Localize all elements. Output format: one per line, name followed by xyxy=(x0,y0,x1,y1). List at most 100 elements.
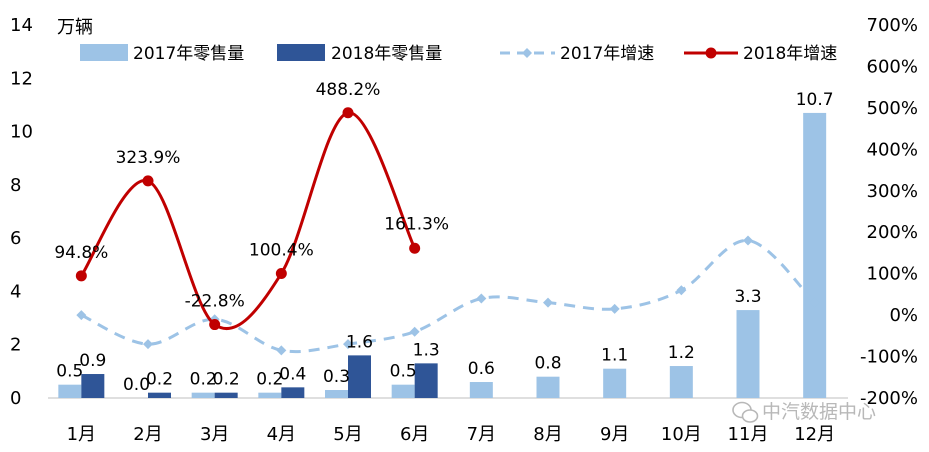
x-tick-label: 8月 xyxy=(533,424,562,445)
marker-2017-growth xyxy=(476,293,487,304)
x-tick-label: 4月 xyxy=(267,424,296,445)
x-tick-label: 3月 xyxy=(200,424,229,445)
bar-2017-value-label: 10.7 xyxy=(796,90,834,110)
wechat-icon xyxy=(732,401,759,423)
legend-marker-2018-growth xyxy=(705,47,717,59)
bar-2018-value-label: 0.2 xyxy=(213,370,240,390)
y-left-tick-label: 14 xyxy=(10,15,33,36)
bar-2017-value-label: 0.5 xyxy=(56,362,83,382)
marker-2017-growth xyxy=(143,339,153,350)
bar-2017 xyxy=(325,390,348,398)
legend: 2017年零售量 2018年零售量 2017年增速 2018年增速 xyxy=(80,44,837,64)
x-tick-label: 12月 xyxy=(794,424,835,445)
marker-2017-growth xyxy=(409,326,420,337)
y-right-tick-label: 100% xyxy=(867,264,918,285)
marker-2018-growth xyxy=(409,242,421,254)
bar-2018-value-label: 1.6 xyxy=(346,332,373,352)
marker-2018-growth xyxy=(209,319,221,331)
y-right-tick-label: 700% xyxy=(867,15,918,36)
bar-2018-value-label: 0.9 xyxy=(79,351,106,371)
y-right-tick-label: 400% xyxy=(867,139,918,160)
marker-2017-growth xyxy=(609,303,620,314)
y-right-tick-label: 0% xyxy=(889,305,918,326)
x-tick-label: 9月 xyxy=(600,424,629,445)
y-left-tick-label: 8 xyxy=(10,175,21,196)
line-2018-growth xyxy=(80,111,417,331)
marker-2017-growth xyxy=(543,297,553,308)
bar-2017 xyxy=(469,382,493,398)
legend-marker-2017-growth xyxy=(522,48,532,58)
y-left-tick-label: 6 xyxy=(10,228,21,249)
bar-2017-value-label: 0.2 xyxy=(256,370,283,390)
marker-2017-growth xyxy=(809,297,820,308)
legend-label-2017-sales: 2017年零售量 xyxy=(133,44,244,64)
bars xyxy=(58,112,827,399)
y-right-tick-label: 200% xyxy=(867,222,918,243)
y-right-tick-label: -100% xyxy=(860,347,918,368)
bar-2017-value-label: 1.1 xyxy=(601,346,628,366)
growth-2018-value-label: -22.8% xyxy=(185,292,245,312)
x-tick-label: 7月 xyxy=(467,424,496,445)
growth-2018-value-label: 488.2% xyxy=(316,80,381,100)
bar-2018-value-label: 1.3 xyxy=(413,340,440,360)
bar-2017-value-label: 3.3 xyxy=(734,287,761,307)
legend-swatch-2018-sales xyxy=(277,44,325,61)
bar-2018 xyxy=(281,387,305,398)
marker-2017-growth xyxy=(343,339,353,350)
x-tick-label: 2月 xyxy=(133,424,162,445)
marker-2018-growth xyxy=(342,107,354,119)
bar-2017-value-label: 0.3 xyxy=(323,367,350,387)
x-tick-label: 11月 xyxy=(728,424,769,445)
marker-2017-growth xyxy=(76,310,87,321)
bar-2017-value-label: 0.2 xyxy=(190,370,217,390)
bar-2018 xyxy=(81,374,105,398)
x-tick-label: 1月 xyxy=(67,424,96,445)
growth-2018-value-label: 161.3% xyxy=(384,214,449,234)
y-left-tick-label: 12 xyxy=(10,68,33,89)
bar-2017 xyxy=(736,310,760,398)
bar-2017 xyxy=(803,112,827,399)
bar-2018 xyxy=(148,392,171,398)
bar-2018 xyxy=(414,363,438,398)
legend-label-2018-sales: 2018年零售量 xyxy=(331,44,442,64)
watermark-text: 中汽数据中心 xyxy=(762,401,876,423)
lines xyxy=(75,107,820,356)
bar-2017 xyxy=(191,392,215,398)
bar-2017-value-label: 0.8 xyxy=(534,354,561,374)
watermark: 中汽数据中心 xyxy=(732,401,876,423)
bar-2017-value-label: 0.5 xyxy=(390,362,417,382)
marker-2018-growth xyxy=(75,270,87,282)
growth-2018-value-label: 94.8% xyxy=(54,243,108,263)
bar-2018-value-label: 0.2 xyxy=(146,370,173,390)
axes: 0 2 4 6 8 10 12 14 -200% -100% 0% 100% 200% 300% 400% 5… xyxy=(10,15,918,445)
legend-swatch-2017-sales xyxy=(80,44,128,61)
y-left-tick-label: 0 xyxy=(10,388,21,409)
marker-2017-growth xyxy=(743,235,753,246)
marker-2017-growth xyxy=(276,345,287,356)
marker-2017-growth xyxy=(676,285,687,296)
bar-2018 xyxy=(348,355,371,398)
bar-2017 xyxy=(603,368,627,398)
growth-2018-value-label: 100.4% xyxy=(249,241,314,261)
marker-2018-growth xyxy=(142,175,154,187)
y-left-tick-label: 4 xyxy=(10,281,21,302)
growth-2018-value-label: 323.9% xyxy=(116,148,181,168)
bar-2017 xyxy=(669,366,693,398)
y-left-tick-label: 2 xyxy=(10,335,21,356)
legend-label-2018-growth: 2018年增速 xyxy=(743,44,837,64)
bar-2018 xyxy=(214,392,238,398)
y-unit-label: 万辆 xyxy=(57,17,93,38)
bar-2017-value-label: 0.0 xyxy=(123,375,150,395)
bar-2017 xyxy=(391,384,415,398)
bar-2017-value-label: 0.6 xyxy=(468,359,495,379)
bar-2017 xyxy=(536,376,560,398)
y-right-tick-label: 600% xyxy=(867,56,918,77)
y-right-tick-label: 300% xyxy=(867,181,918,202)
bar-2017 xyxy=(258,392,282,398)
x-tick-label: 6月 xyxy=(400,424,429,445)
x-tick-label: 5月 xyxy=(333,424,362,445)
legend-label-2017-growth: 2017年增速 xyxy=(560,44,654,64)
bar-2017 xyxy=(58,384,82,398)
data-labels: 0.50.90.00.2 0.20.2 0.20.4 0.31.60.51.30.6 0… xyxy=(54,80,833,395)
